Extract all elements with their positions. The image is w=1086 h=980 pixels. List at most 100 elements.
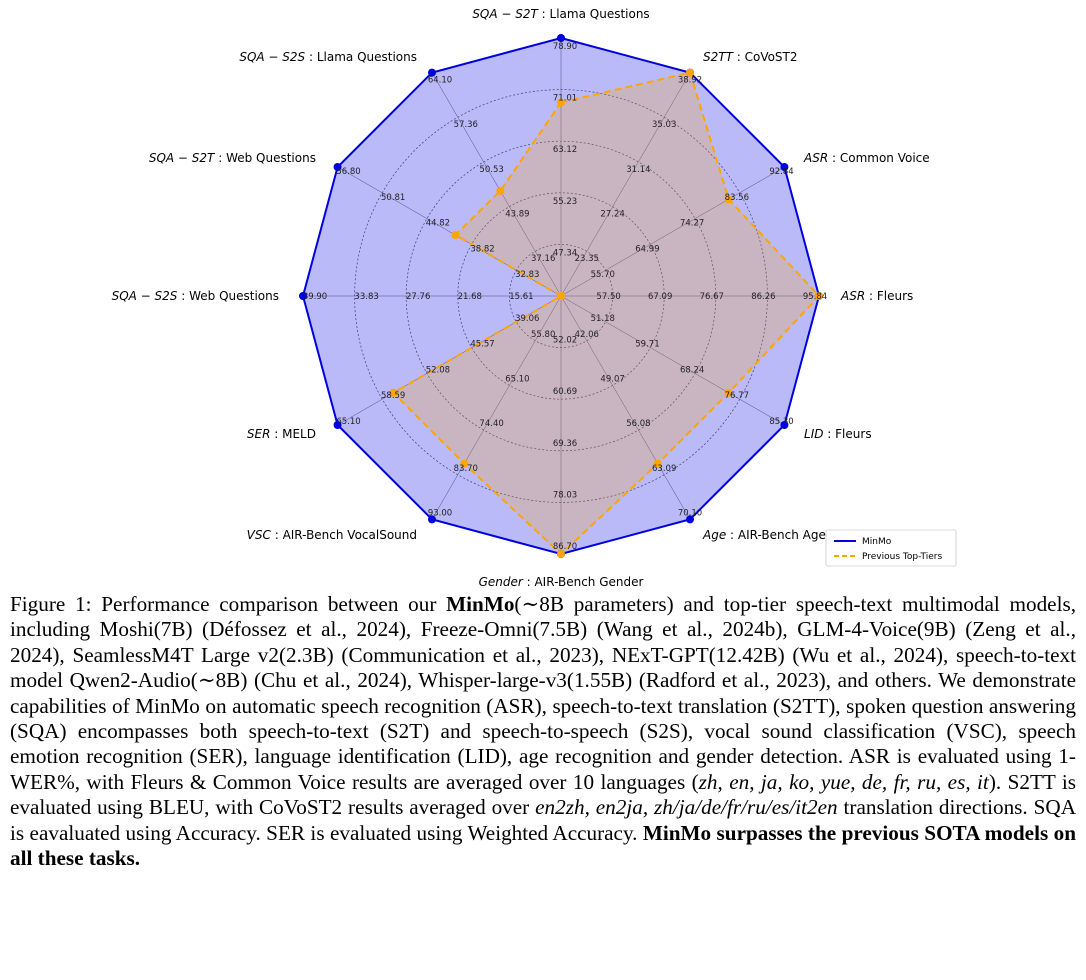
axis-label: SQA − S2T : Llama Questions [472,7,649,21]
tick-label: 95.84 [803,292,827,302]
tick-label: 74.40 [479,419,503,429]
tick-label: 39.06 [515,314,539,324]
series-previous-point-0 [557,98,565,107]
axis-label-prefix: SQA − S2S [112,289,178,303]
axis-label-name: : Common Voice [828,151,929,165]
axis-label-name: : Web Questions [177,289,279,303]
axis-spoke-10 [337,166,562,297]
axis-label: LID : Fleurs [804,427,872,441]
series-previous-point-2 [724,195,733,204]
tick-label: 78.03 [553,490,577,500]
tick-label: 42.06 [575,330,599,340]
radar-chart: 47.34 55.23 63.12 71.01 78.90 23.35 27.24 31.14… [112,7,957,589]
tick-label: 83.56 [725,193,749,203]
caption-minmo-bold: MinMo [446,592,515,616]
tick-label: 71.01 [553,94,577,104]
axis-label: ASR : Fleurs [840,289,913,303]
axis-spoke-2 [560,166,785,297]
tick-label: 44.82 [426,219,450,229]
series-minmo-point-4 [780,421,789,429]
tick-label: 67.09 [648,292,672,302]
tick-label: 15.61 [509,292,533,302]
tick-label: 21.68 [458,292,482,302]
figure-caption: Figure 1: Performance comparison between… [10,592,1076,871]
tick-label: 59.71 [635,340,659,350]
series-previous-point-5 [653,459,662,468]
tick-label: 76.77 [725,391,749,401]
tick-label: 27.24 [600,210,624,220]
tick-label: 49.07 [600,374,624,384]
axis-label-name: : AIR-Bench VocalSound [271,528,417,542]
tick-label: 51.18 [591,314,615,324]
tick-label: 76.67 [700,292,724,302]
tick-label: 38.92 [678,75,702,85]
series-previous-point-1 [686,68,694,77]
series-minmo-point-10 [333,163,342,171]
tick-label: 50.53 [479,165,503,175]
axis-label-name: : Fleurs [865,289,913,303]
tick-label: 43.89 [505,210,529,220]
tick-label: 58.59 [381,391,405,401]
axis-label: ASR : Common Voice [803,151,930,165]
axis-spoke-4 [560,295,785,426]
tick-label: 83.70 [454,464,478,474]
tick-label: 55.80 [531,330,555,340]
tick-label: 56.08 [626,419,650,429]
axis-spoke-7 [431,295,562,520]
axis-label-prefix: ASR [803,151,828,165]
axis-label: Age : AIR-Bench Age [702,528,826,542]
caption-languages: zh, en, ja, ko, yue, de, fr, ru, es, it [698,769,989,794]
axis-spoke-5 [560,295,691,520]
axis-label-prefix: Age [702,528,726,542]
axis-label-name: : AIR-Bench Age [726,528,826,542]
tick-label: 27.76 [406,292,430,302]
tick-label: 39.90 [303,292,327,302]
axis-label-name: : AIR-Bench Gender [523,575,644,589]
tick-label: 93.00 [428,509,452,519]
axis-label-name: : Web Questions [214,151,316,165]
axis-label-prefix: LID [804,427,823,441]
tick-label: 65.10 [505,374,529,384]
series-previous-point-6 [557,550,565,558]
axis-label: SQA − S2S : Llama Questions [239,50,417,64]
axis-label-prefix: Gender [479,575,524,589]
tick-label: 45.57 [470,340,494,350]
axis-label-name: : CoVoST2 [733,50,798,64]
axis-spoke-1 [560,72,691,297]
series-previous-point-9 [557,292,565,300]
tick-label: 65.10 [336,417,360,427]
tick-label: 57.36 [454,120,478,130]
caption-part-1: Figure 1: Performance comparison between… [10,592,447,616]
axis-label-prefix: S2TT [703,50,735,64]
tick-label: 85.30 [769,417,793,427]
legend-minmo-label: MinMo [862,537,892,547]
axis-label: SQA − S2S : Web Questions [112,289,279,303]
tick-label: 23.35 [575,254,599,264]
tick-label: 33.83 [354,292,378,302]
tick-label: 86.70 [553,542,577,552]
axis-label: VSC : AIR-Bench VocalSound [247,528,417,542]
legend-previous-label: Previous Top-Tiers [862,552,942,562]
series-minmo-point-11 [428,68,436,77]
legend-frame [825,529,957,567]
axis-label-name: : MELD [270,427,316,441]
tick-label: 38.82 [470,244,494,254]
axis-label-prefix: VSC [247,528,272,542]
series-previous-point-10 [451,231,460,240]
axis-labels: SQA − S2T : Llama Questions S2TT : CoVoST… [112,7,930,589]
tick-label: 35.03 [652,120,676,130]
tick-label: 56.80 [336,167,360,177]
tick-label: 57.50 [596,292,620,302]
axis-label-name: : Llama Questions [305,50,417,64]
tick-label: 70.10 [678,509,702,519]
axis-label: SER : MELD [247,427,316,441]
axis-label-prefix: ASR [840,289,865,303]
tick-label: 64.99 [635,244,659,254]
caption-part-2: (∼8B parameters) and top-tier speech-tex… [10,592,1076,794]
tick-labels: 47.34 55.23 63.12 71.01 78.90 23.35 27.24 31.14… [303,42,827,552]
tick-label: 55.70 [591,270,615,280]
series-previous-point-3 [815,292,823,300]
axis-label-prefix: SER [247,427,271,441]
tick-label: 68.24 [680,365,704,375]
axis-label-name: : Fleurs [823,427,871,441]
